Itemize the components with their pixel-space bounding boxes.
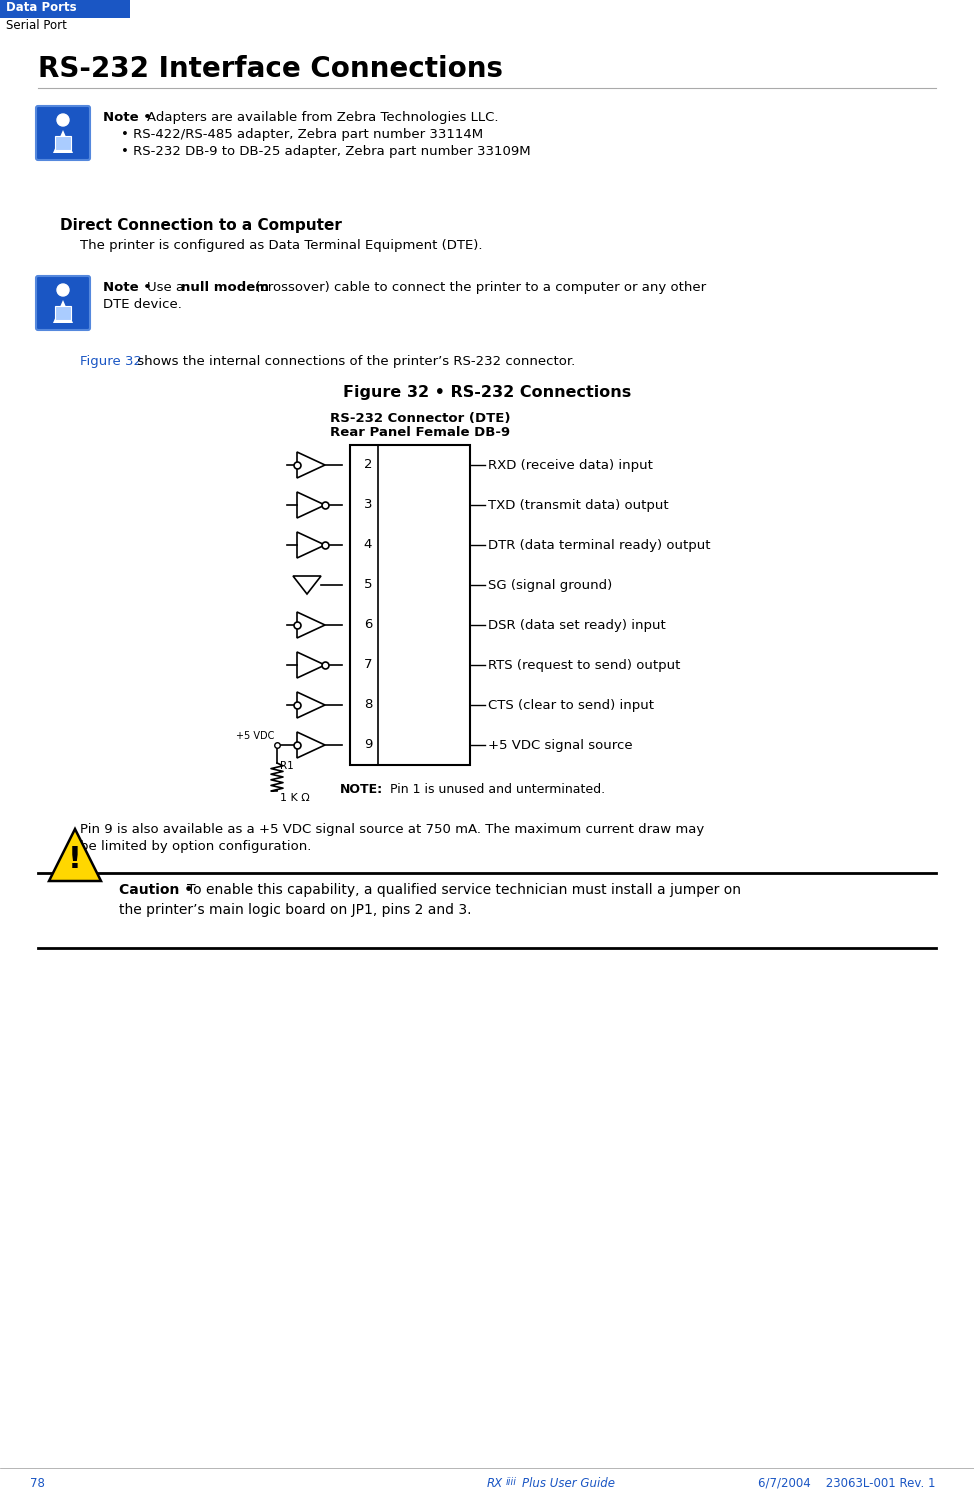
Text: 6: 6 [364, 618, 372, 632]
Text: 6/7/2004    23063L-001 Rev. 1: 6/7/2004 23063L-001 Rev. 1 [759, 1478, 936, 1490]
Text: 4: 4 [364, 539, 372, 551]
Text: TXD (transmit data) output: TXD (transmit data) output [488, 499, 668, 512]
Polygon shape [53, 299, 73, 323]
Text: !: ! [68, 844, 82, 874]
Text: Pin 1 is unused and unterminated.: Pin 1 is unused and unterminated. [390, 783, 605, 796]
Bar [350, 445, 470, 765]
Polygon shape [55, 136, 71, 150]
Text: 7: 7 [363, 659, 372, 672]
Text: the printer’s main logic board on JP1, pins 2 and 3.: the printer’s main logic board on JP1, p… [119, 903, 471, 918]
Text: be limited by option configuration.: be limited by option configuration. [80, 840, 312, 853]
Polygon shape [297, 732, 325, 757]
Polygon shape [297, 531, 325, 558]
Text: RXD (receive data) input: RXD (receive data) input [488, 458, 653, 472]
Text: Note •: Note • [103, 281, 156, 293]
Text: Direct Connection to a Computer: Direct Connection to a Computer [60, 219, 342, 234]
Text: (crossover) cable to connect the printer to a computer or any other: (crossover) cable to connect the printer… [251, 281, 706, 293]
Polygon shape [297, 493, 325, 518]
Text: • RS-422/RS-485 adapter, Zebra part number 33114M: • RS-422/RS-485 adapter, Zebra part numb… [121, 129, 483, 141]
Text: 3: 3 [363, 499, 372, 512]
Text: CTS (clear to send) input: CTS (clear to send) input [488, 699, 654, 711]
Polygon shape [297, 452, 325, 478]
Text: NOTE:: NOTE: [340, 783, 383, 796]
Circle shape [57, 284, 69, 296]
Text: 9: 9 [364, 738, 372, 751]
Text: DTE device.: DTE device. [103, 298, 182, 311]
Text: Adapters are available from Zebra Technologies LLC.: Adapters are available from Zebra Techno… [147, 111, 499, 124]
Text: 2: 2 [363, 458, 372, 472]
Bar [0, 0, 130, 18]
Polygon shape [55, 305, 71, 320]
Polygon shape [293, 576, 321, 594]
Text: DTR (data terminal ready) output: DTR (data terminal ready) output [488, 539, 710, 551]
Text: Plus User Guide: Plus User Guide [522, 1478, 615, 1490]
Text: RS-232 Interface Connections: RS-232 Interface Connections [38, 55, 503, 82]
Text: Serial Port: Serial Port [6, 19, 67, 31]
Text: Figure 32 • RS-232 Connections: Figure 32 • RS-232 Connections [343, 385, 631, 400]
Text: Use a: Use a [147, 281, 188, 293]
Text: Note •: Note • [103, 111, 156, 124]
Text: DSR (data set ready) input: DSR (data set ready) input [488, 618, 666, 632]
Text: RX: RX [487, 1478, 504, 1490]
Text: Figure 32: Figure 32 [80, 355, 142, 368]
Text: 78: 78 [30, 1478, 45, 1490]
Polygon shape [297, 653, 325, 678]
Polygon shape [297, 692, 325, 719]
Text: iiii: iiii [506, 1478, 517, 1487]
Text: R1: R1 [280, 760, 294, 771]
Text: null modem: null modem [181, 281, 269, 293]
FancyBboxPatch shape [36, 106, 90, 160]
Polygon shape [53, 130, 73, 153]
Text: shows the internal connections of the printer’s RS-232 connector.: shows the internal connections of the pr… [133, 355, 576, 368]
FancyBboxPatch shape [36, 275, 90, 329]
Text: The printer is configured as Data Terminal Equipment (DTE).: The printer is configured as Data Termin… [80, 240, 482, 251]
Polygon shape [49, 829, 101, 882]
Text: +5 VDC: +5 VDC [236, 731, 274, 741]
Text: Data Ports: Data Ports [6, 1, 77, 13]
Text: 5: 5 [363, 578, 372, 591]
Text: Caution •: Caution • [119, 883, 198, 897]
Text: To enable this capability, a qualified service technician must install a jumper : To enable this capability, a qualified s… [187, 883, 741, 897]
Text: SG (signal ground): SG (signal ground) [488, 578, 613, 591]
Text: • RS-232 DB-9 to DB-25 adapter, Zebra part number 33109M: • RS-232 DB-9 to DB-25 adapter, Zebra pa… [121, 145, 531, 159]
Text: 1 K Ω: 1 K Ω [280, 793, 310, 802]
Text: 8: 8 [364, 699, 372, 711]
Polygon shape [297, 612, 325, 638]
Text: Rear Panel Female DB-9: Rear Panel Female DB-9 [330, 427, 510, 439]
Text: RTS (request to send) output: RTS (request to send) output [488, 659, 681, 672]
Circle shape [57, 114, 69, 126]
Text: Pin 9 is also available as a +5 VDC signal source at 750 mA. The maximum current: Pin 9 is also available as a +5 VDC sign… [80, 823, 704, 835]
Text: +5 VDC signal source: +5 VDC signal source [488, 738, 633, 751]
Text: RS-232 Connector (DTE): RS-232 Connector (DTE) [330, 412, 510, 425]
